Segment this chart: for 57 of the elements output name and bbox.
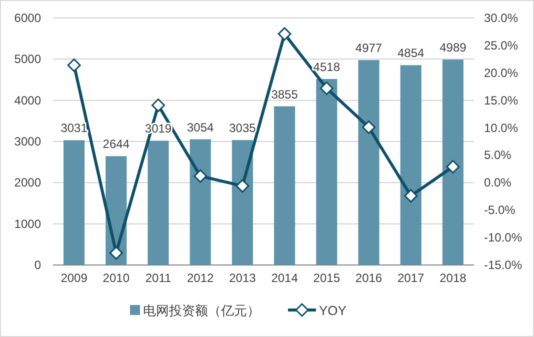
y2-tick-label: 15.0% [484,93,518,108]
y-tick-label: 0 [34,258,42,272]
data-label: 4989 [440,40,467,55]
bar [442,60,464,265]
y2-tick-label: -10.0% [484,230,522,245]
y2-tick-label: 5.0% [484,148,512,162]
data-label: 3031 [60,121,88,136]
x-tick-label: 2017 [398,271,425,285]
y2-tick-label: 20.0% [484,66,518,80]
bar [274,106,296,265]
data-label: 3035 [229,121,256,136]
data-label: 2644 [102,137,130,152]
point [404,189,418,203]
bar [232,140,253,265]
data-label: 4977 [355,41,382,56]
data-label: 4518 [313,60,340,74]
point [194,169,208,183]
x-tick-label: 2014 [271,271,298,285]
bar [400,65,422,265]
bar [316,79,338,265]
point [152,98,165,112]
bar [148,140,169,265]
x-tick-label: 2009 [60,271,88,285]
y2-tick-label: -5.0% [484,203,516,218]
point [446,160,460,174]
data-label: 3855 [271,87,298,102]
y2-tick-label: -15.0% [484,258,522,272]
y-tick-label: 3000 [14,134,42,148]
legend-label: 电网投资额（亿元） [143,303,260,318]
y-tick-label: 2000 [14,176,42,190]
point [109,246,123,260]
bar [358,60,380,265]
point [320,82,334,96]
x-tick-label: 2010 [102,271,130,285]
bar [64,140,85,265]
x-tick-label: 2018 [440,271,467,285]
x-tick-label: 2016 [355,271,382,285]
data-label: 3054 [187,120,214,134]
y-tick-label: 4000 [14,93,42,108]
x-tick-label: 2012 [187,271,214,285]
point [362,120,376,134]
x-tick-label: 2015 [313,271,340,285]
y2-tick-label: 25.0% [484,38,518,52]
y2-tick-label: 0.0% [484,176,512,190]
bar [190,139,211,265]
y2-tick-label: 30.0% [484,11,518,25]
point [67,58,81,72]
y2-tick-label: 10.0% [484,120,518,135]
point [278,27,292,41]
y-tick-label: 1000 [14,216,42,231]
y-tick-label: 6000 [14,11,42,25]
point [236,179,250,193]
data-label: 4854 [398,46,425,60]
legend-label: YOY [319,303,347,318]
x-tick-label: 2011 [145,271,172,285]
x-tick-label: 2013 [229,271,256,285]
y-tick-label: 5000 [14,52,42,66]
